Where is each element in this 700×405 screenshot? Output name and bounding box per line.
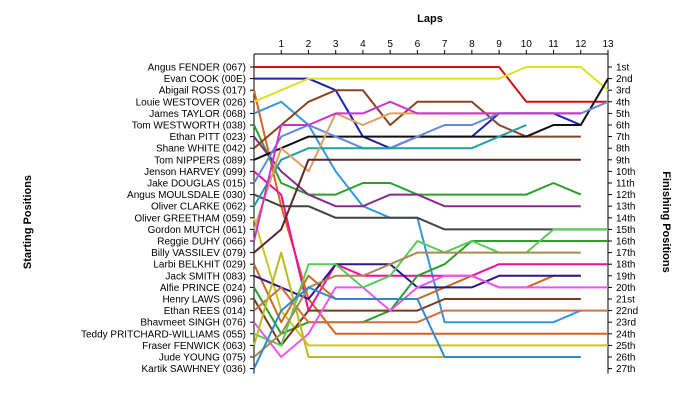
- driver-label: Tom WESTWORTH (038): [132, 121, 246, 132]
- driver-label: Oliver CLARKE (062): [151, 202, 246, 213]
- x-axis-title: Laps: [417, 13, 443, 25]
- x-tick-label: 6: [415, 39, 421, 50]
- driver-label: Louie WESTOVER (026): [136, 97, 246, 108]
- series-line: [253, 274, 608, 358]
- series-lines: [253, 66, 609, 370]
- series-line: [253, 193, 608, 231]
- series-line: [254, 66, 608, 103]
- finishing-position-label: 8th: [616, 144, 630, 155]
- finishing-position-label: 20th: [616, 283, 635, 294]
- series-line: [253, 66, 609, 103]
- y-axis-title-left: Starting Positions: [22, 175, 34, 269]
- driver-label: Reggie DUHY (066): [157, 237, 246, 248]
- finishing-position-label: 14th: [616, 213, 635, 224]
- driver-label: Henry LAWS (096): [162, 295, 246, 306]
- series-line: [253, 158, 581, 254]
- x-tick-label: 8: [469, 39, 475, 50]
- series-line: [253, 298, 581, 347]
- finishing-position-label: 4th: [616, 97, 630, 108]
- driver-label: Tom NIPPERS (089): [154, 155, 246, 166]
- driver-label: Fraser FENWICK (063): [142, 341, 246, 352]
- driver-label: Angus MOULSDALE (030): [127, 190, 246, 201]
- x-tick-label: 9: [496, 39, 502, 50]
- x-tick-label: 12: [575, 39, 587, 50]
- finishing-position-label: 6th: [616, 121, 630, 132]
- x-tick-label: 4: [360, 39, 366, 50]
- finishing-position-label: 19th: [616, 271, 635, 282]
- series-line: [253, 228, 608, 347]
- driver-label: Shane WHITE (042): [156, 144, 246, 155]
- x-tick-label: 5: [387, 39, 393, 50]
- series-line: [253, 78, 609, 161]
- series-line: [253, 170, 608, 312]
- x-tick-label: 2: [306, 39, 312, 50]
- finishing-position-label: 3rd: [616, 86, 630, 97]
- driver-label: Ethan PITT (023): [169, 132, 246, 143]
- finishing-position-label: 21st: [616, 295, 635, 306]
- driver-label: Angus FENDER (067): [148, 63, 246, 74]
- finishing-position-label: 25th: [616, 341, 635, 352]
- series-line: [253, 135, 581, 208]
- finishing-position-label: 15th: [616, 225, 635, 236]
- driver-label: Kartik SAWHNEY (036): [142, 364, 246, 375]
- finishing-position-label: 2nd: [616, 74, 633, 85]
- finishing-position-label: 11th: [616, 179, 635, 190]
- series-line: [253, 217, 608, 347]
- series-line: [253, 124, 527, 207]
- x-tick-label: 13: [602, 39, 614, 50]
- driver-label: Evan COOK (00E): [164, 74, 246, 85]
- finishing-position-label: 5th: [616, 109, 630, 120]
- x-tick-label: 10: [521, 39, 533, 50]
- finishing-position-label: 27th: [616, 364, 635, 375]
- finishing-position-label: 1st: [616, 63, 630, 74]
- finishing-position-label: 10th: [616, 167, 635, 178]
- series-line: [253, 100, 581, 242]
- finishing-position-label: 9th: [616, 155, 630, 166]
- driver-label: Gordon MUTCH (061): [148, 225, 246, 236]
- finishing-position-label: 17th: [616, 248, 635, 259]
- series-line: [253, 286, 608, 324]
- finishing-position-label: 13th: [616, 202, 635, 213]
- finishing-position-label: 24th: [616, 329, 635, 340]
- finishing-position-label: 22nd: [616, 306, 638, 317]
- driver-label: Jack SMITH (083): [165, 271, 246, 282]
- finishing-position-label: 12th: [616, 190, 635, 201]
- series-line: [253, 89, 608, 335]
- finishing-position-label: 18th: [616, 260, 635, 271]
- series-line: [253, 251, 581, 358]
- finishing-position-label: 23rd: [616, 318, 636, 329]
- x-tick-label: 3: [333, 39, 339, 50]
- driver-label: Jude YOUNG (075): [159, 353, 246, 364]
- driver-label: Teddy PRITCHARD-WILLIAMS (055): [81, 329, 246, 340]
- series-line: [253, 251, 581, 358]
- driver-label: Jenson HARVEY (099): [144, 167, 246, 178]
- labels: 1st2nd3rd4th5th6th7th8th9th10th11th12th1…: [81, 63, 638, 376]
- driver-label: James TAYLOR (068): [149, 109, 246, 120]
- driver-label: Abigail ROSS (017): [159, 86, 246, 97]
- y-axis-title-right: Finishing Positions: [660, 171, 672, 272]
- driver-label: Bhavmeet SINGH (076): [140, 318, 246, 329]
- x-tick-label: 1: [278, 39, 284, 50]
- axes: 1 2 3 4 5 6 7 8 9 10 11 12 13: [250, 39, 614, 374]
- finishing-position-label: 16th: [616, 237, 635, 248]
- finishing-position-label: 7th: [616, 132, 630, 143]
- driver-label: Oliver GREETHAM (059): [134, 213, 246, 224]
- finishing-position-label: 26th: [616, 353, 635, 364]
- series-line: [253, 286, 581, 370]
- driver-label: Jake DOUGLAS (015): [147, 179, 246, 190]
- driver-label: Larbi BELKHIT (029): [153, 260, 246, 271]
- x-tick-label: 7: [442, 39, 448, 50]
- x-tick-label: 11: [548, 39, 559, 50]
- driver-label: Alfie PRINCE (024): [160, 283, 246, 294]
- driver-label: Ethan REES (014): [164, 306, 246, 317]
- driver-label: Billy VASSILEV (079): [151, 248, 246, 259]
